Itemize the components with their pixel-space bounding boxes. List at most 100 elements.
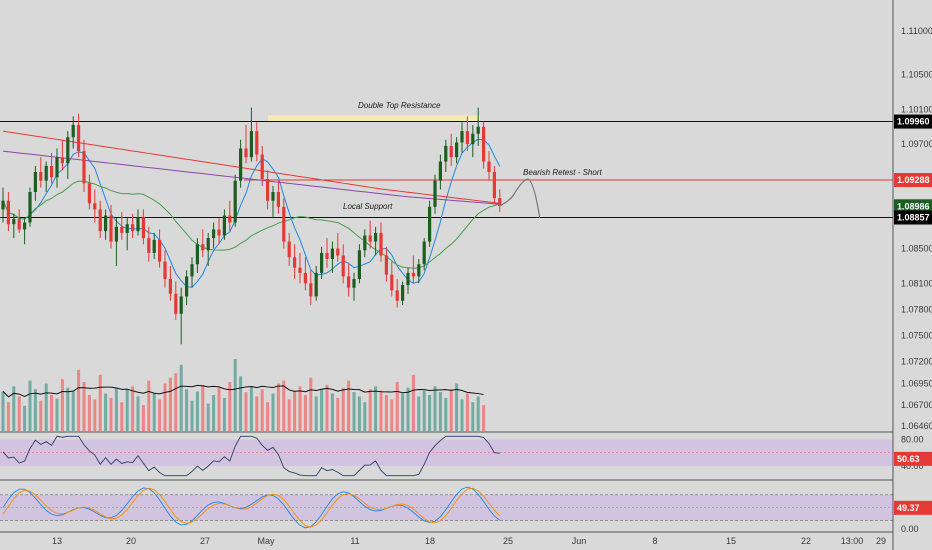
stoch-value-tag-text: 49.37: [897, 503, 920, 513]
candle-body: [417, 264, 421, 277]
candle-body: [158, 239, 162, 262]
time-tick-label: Jun: [572, 536, 587, 546]
volume-bar: [444, 397, 448, 431]
candle-body: [141, 217, 145, 239]
rsi-panel[interactable]: [0, 435, 893, 477]
ma-medium-line: [2, 180, 500, 269]
volume-bar: [449, 389, 453, 431]
ma-slow-purple-line: [2, 150, 500, 205]
price-tick-label: 1.11000: [901, 26, 932, 36]
volume-bar: [39, 400, 43, 431]
candle-body: [309, 283, 313, 297]
volume-bar: [352, 392, 356, 431]
volume-bar: [6, 402, 10, 431]
candle-body: [125, 224, 129, 233]
candle-body: [433, 180, 437, 207]
candle-body: [455, 142, 459, 158]
time-tick-label: 25: [503, 536, 513, 546]
volume-bar: [125, 389, 129, 431]
candle-body: [249, 131, 253, 158]
volume-bar: [98, 374, 102, 431]
candle-body: [438, 161, 442, 181]
volume-bar: [438, 392, 442, 431]
volume-bar: [325, 384, 329, 431]
volume-bar: [185, 389, 189, 431]
candle-body: [266, 178, 270, 201]
volume-bar: [109, 397, 113, 431]
candle-body: [411, 272, 415, 277]
candle-body: [131, 224, 135, 232]
candle-body: [239, 148, 243, 181]
candle-body: [12, 218, 16, 225]
chart-annotations: Double Top Resistance Local Support Bearis…: [343, 101, 602, 211]
candle-body: [422, 241, 426, 265]
candle-body: [39, 172, 43, 181]
rsi-value-tag-text: 50.63: [897, 454, 920, 464]
candle-body: [244, 148, 248, 158]
volume-ma-line: [2, 384, 484, 398]
bearish-retest-label: Bearish Retest - Short: [523, 168, 602, 177]
volume-bar: [276, 383, 280, 431]
volume-bar: [374, 386, 378, 431]
candle-body: [276, 192, 280, 207]
candle-body: [82, 151, 86, 184]
candle-body: [444, 145, 448, 162]
double-top-resistance-tag-text: 1.09960: [897, 117, 930, 127]
candle-body: [163, 261, 167, 279]
time-tick-label: 13: [52, 536, 62, 546]
volume-bar: [417, 396, 421, 431]
candle-body: [336, 248, 340, 256]
time-axis[interactable]: 13 20 27 May 11 18 25 Jun 8 15 22 29 13:00: [52, 536, 886, 546]
candle-body: [50, 165, 54, 178]
candle-body: [341, 255, 345, 277]
volume-bar: [50, 395, 54, 431]
candle-body: [217, 229, 221, 236]
time-tick-label: 29: [876, 536, 886, 546]
candle-body: [260, 154, 264, 179]
volume-bar: [212, 395, 216, 431]
time-tick-label: 27: [200, 536, 210, 546]
stochastic-panel[interactable]: [0, 486, 893, 529]
volume-bar: [190, 400, 194, 431]
candle-body: [363, 235, 367, 251]
candle-body: [44, 165, 48, 181]
candle-body: [228, 215, 232, 223]
candle-body: [147, 238, 151, 253]
volume-bar: [174, 373, 178, 431]
stoch-d-line: [2, 487, 501, 528]
volume-bar: [1, 391, 5, 431]
volume-bar: [77, 369, 81, 431]
double-top-zone: [268, 115, 480, 122]
volume-bar: [347, 380, 351, 431]
candle-body: [109, 215, 113, 242]
volume-bar: [233, 359, 237, 431]
candle-body: [212, 229, 216, 239]
candle-body: [347, 276, 351, 288]
candle-body: [287, 241, 291, 258]
candle-body: [185, 276, 189, 297]
price-axis[interactable]: 1.11000 1.10500 1.10100 1.09700 1.08500 1.081…: [901, 26, 932, 534]
price-panel[interactable]: [0, 107, 893, 345]
volume-bar: [44, 383, 48, 431]
volume-bar: [71, 391, 75, 431]
volume-bar: [255, 396, 259, 431]
volume-bar: [406, 387, 410, 431]
volume-bar: [158, 399, 162, 431]
candle-body: [66, 137, 70, 164]
volume-panel: [1, 359, 486, 431]
candle-body: [374, 232, 378, 242]
candle-body: [282, 206, 286, 242]
volume-bar: [55, 398, 59, 431]
time-tick-label: 15: [726, 536, 736, 546]
candle-body: [406, 272, 410, 286]
price-tick-label: 1.08500: [901, 244, 932, 254]
volume-bar: [314, 396, 318, 431]
time-tick-label: 11: [350, 536, 359, 546]
volume-bar: [131, 386, 135, 431]
candle-body: [471, 133, 475, 145]
volume-bar: [66, 387, 70, 431]
candle-body: [55, 157, 59, 178]
volume-bar: [87, 395, 91, 431]
volume-bar: [282, 380, 286, 431]
